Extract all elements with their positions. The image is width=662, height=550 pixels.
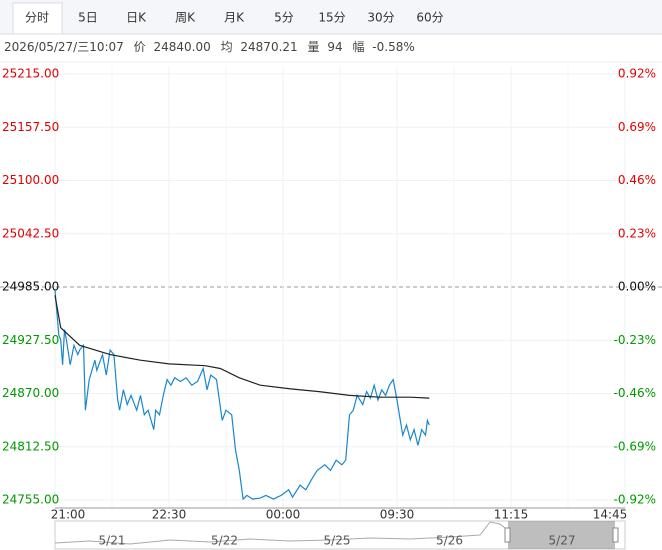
x-tick-label: 09:30 [380, 508, 415, 522]
navigator-window[interactable] [508, 521, 615, 549]
tab[interactable]: 5分 [274, 11, 294, 25]
y-tick-label: 24755.00 [2, 493, 59, 507]
info-time: 2026/05/27/三10:07 [4, 40, 124, 54]
tab[interactable]: 日K [126, 11, 147, 25]
navigator-date: 5/26 [436, 534, 463, 548]
navigator-date: 5/27 [549, 534, 576, 548]
plot [54, 289, 430, 501]
navigator-date: 5/22 [211, 534, 238, 548]
y2-tick-label: 0.46% [618, 173, 656, 187]
y2-tick-label: -0.92% [614, 493, 656, 507]
series-line [54, 289, 430, 501]
y-tick-label: 25100.00 [2, 173, 59, 187]
tab[interactable]: 60分 [416, 11, 443, 25]
info-label: 均 [221, 40, 233, 54]
y-tick-label: 24927.50 [2, 333, 59, 347]
navigator-handle[interactable] [504, 527, 511, 543]
x-tick-label: 11:15 [494, 508, 529, 522]
grid [0, 66, 662, 508]
y-tick-label: 24985.00 [2, 280, 59, 294]
y2-tick-label: 0.69% [618, 120, 656, 134]
navigator-date: 5/21 [99, 534, 126, 548]
navigator-handle[interactable] [612, 527, 619, 543]
y2-tick-label: -0.23% [614, 333, 656, 347]
y-tick-label: 24812.50 [2, 439, 59, 453]
y-tick-label: 25215.00 [2, 67, 59, 81]
y2-tick-label: 0.00% [618, 280, 656, 294]
series-line [54, 295, 430, 399]
info-label: 价 [134, 40, 146, 54]
y2-tick-label: -0.46% [614, 386, 656, 400]
tab[interactable]: 周K [175, 11, 196, 25]
x-tick-label: 21:00 [51, 508, 86, 522]
y-tick-label: 24870.00 [2, 386, 59, 400]
info-label: 量 [308, 40, 320, 54]
tab-bar [0, 0, 662, 34]
navigator-date: 5/25 [324, 534, 351, 548]
x-tick-label: 00:00 [266, 508, 301, 522]
tab[interactable]: 15分 [318, 11, 345, 25]
info-value: 94 [327, 40, 342, 54]
info-value: 24870.21 [240, 40, 297, 54]
x-tick-label: 22:30 [152, 508, 187, 522]
info-label: 幅 [352, 39, 364, 54]
navigator-line [54, 521, 506, 545]
y-tick-label: 25042.50 [2, 226, 59, 240]
x-tick-label: 14:45 [593, 508, 628, 522]
tab[interactable]: 分时 [25, 11, 49, 25]
y-tick-label: 25157.50 [2, 120, 59, 134]
y2-tick-label: 0.23% [618, 226, 656, 240]
active-tab-bg [12, 2, 63, 35]
tabs: 分时 5日 日K 周K 月K 5分 15分 30分 60分 [25, 11, 444, 25]
info-value: 24840.00 [153, 40, 210, 54]
tab[interactable]: 月K [224, 11, 245, 25]
navigator[interactable]: 5/21 5/22 5/25 5/26 5/27 [54, 520, 626, 550]
y2-tick-label: 0.92% [618, 67, 656, 81]
tab[interactable]: 30分 [367, 11, 394, 25]
info-value: -0.58% [372, 40, 414, 54]
y2-tick-label: -0.69% [614, 439, 656, 453]
tab[interactable]: 5日 [78, 11, 98, 25]
info-line: 2026/05/27/三10:07 价 24840.00 均 24870.21 … [4, 39, 415, 54]
